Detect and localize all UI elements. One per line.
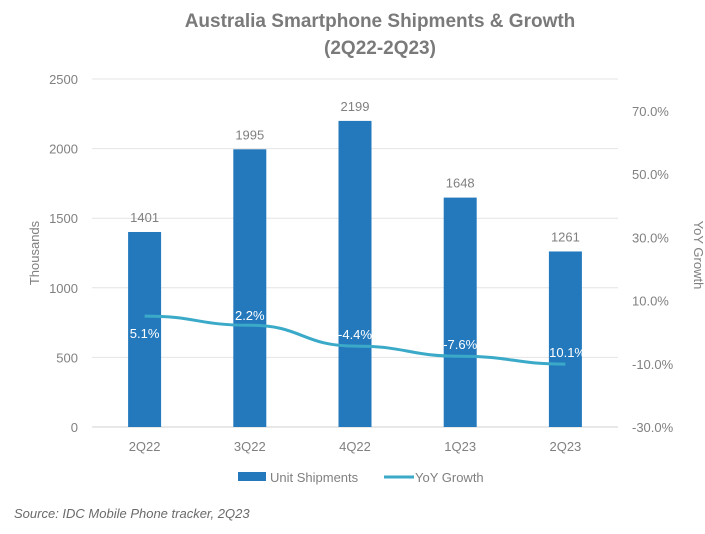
line-data-label: 2.2% [235, 308, 265, 323]
bar-3Q22 [233, 149, 267, 427]
bar-2Q22 [128, 231, 162, 427]
y-tick-label: 2000 [49, 142, 78, 157]
line-data-label: -7.6% [443, 337, 477, 352]
y2-tick-label: 30.0% [632, 230, 669, 245]
y-tick-label: 2500 [49, 72, 78, 87]
legend: Unit Shipments YoY Growth [238, 470, 484, 485]
x-tick-label: 3Q22 [234, 439, 266, 454]
x-tick-label: 2Q23 [549, 439, 581, 454]
y-axis-label: Thousands [27, 220, 42, 285]
bar-2Q23 [548, 251, 582, 427]
line-data-label: 5.1% [130, 326, 160, 341]
legend-swatch-unit-shipments [238, 472, 266, 481]
x-tick-label: 2Q22 [129, 439, 161, 454]
chart-title-line-1: Australia Smartphone Shipments & Growth [185, 11, 576, 32]
y-tick-label: 0 [71, 420, 78, 435]
legend-label-yoy-growth: YoY Growth [415, 470, 484, 485]
source-note: Source: IDC Mobile Phone tracker, 2Q23 [14, 506, 250, 521]
x-tick-label: 1Q23 [444, 439, 476, 454]
line-data-label: -4.4% [338, 327, 372, 342]
y-tick-label: 1000 [49, 281, 78, 296]
bar-data-label: 1401 [130, 210, 159, 225]
chart-title-line-2: (2Q22-2Q23) [324, 38, 436, 59]
bar-4Q22 [338, 120, 372, 427]
y-tick-label: 1500 [49, 211, 78, 226]
y2-tick-label: 50.0% [632, 167, 669, 182]
line-data-label: -10.1% [545, 345, 587, 360]
bar-data-label: 1648 [446, 176, 475, 191]
legend-label-unit-shipments: Unit Shipments [270, 470, 359, 485]
bar-data-label: 1261 [551, 229, 580, 244]
y-tick-label: 500 [56, 350, 78, 365]
bar-data-label: 2199 [341, 99, 370, 114]
y2-tick-label: -10.0% [632, 357, 674, 372]
x-tick-label: 4Q22 [339, 439, 371, 454]
y2-tick-label: 10.0% [632, 294, 669, 309]
y2-tick-label: -30.0% [632, 420, 674, 435]
bar-1Q23 [443, 197, 477, 427]
y2-axis-label: YoY Growth [691, 221, 705, 290]
bar-data-label: 1995 [235, 127, 264, 142]
y2-tick-label: 70.0% [632, 104, 669, 119]
